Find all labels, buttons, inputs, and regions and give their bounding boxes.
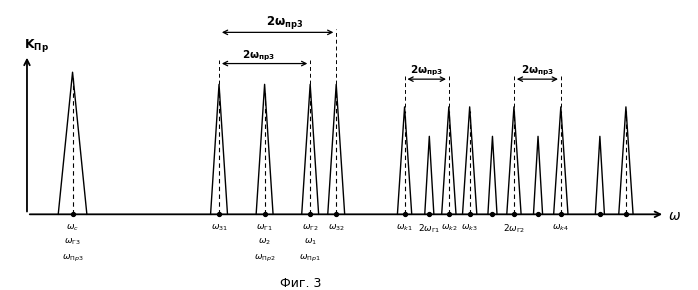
Text: $\omega_2$: $\omega_2$ [258, 237, 271, 247]
Text: $\omega_{k2}$: $\omega_{k2}$ [440, 223, 457, 233]
Text: $\omega_{\Pi p2}$: $\omega_{\Pi p2}$ [254, 252, 276, 264]
Text: $\omega_{\Gamma 1}$: $\omega_{\Gamma 1}$ [256, 223, 273, 233]
Text: $\omega_1$: $\omega_1$ [304, 237, 317, 247]
Text: $\mathbf{2\omega_{\mathregular{пр3}}}$: $\mathbf{2\omega_{\mathregular{пр3}}}$ [521, 64, 554, 78]
Text: Фиг. 3: Фиг. 3 [280, 277, 321, 290]
Text: $\omega$: $\omega$ [668, 209, 681, 223]
Text: $2\omega_{\Gamma 2}$: $2\omega_{\Gamma 2}$ [503, 223, 525, 235]
Text: $\omega_{\Pi p3}$: $\omega_{\Pi p3}$ [61, 252, 84, 264]
Text: $\omega_{k3}$: $\omega_{k3}$ [461, 223, 478, 233]
Text: $\mathbf{2\omega_{\mathregular{пр3}}}$: $\mathbf{2\omega_{\mathregular{пр3}}}$ [242, 48, 274, 63]
Text: $\omega_{\Gamma 2}$: $\omega_{\Gamma 2}$ [302, 223, 318, 233]
Text: $\mathbf{2\omega_{\mathregular{пр3}}}$: $\mathbf{2\omega_{\mathregular{пр3}}}$ [410, 64, 443, 78]
Text: $\omega_{\Pi p1}$: $\omega_{\Pi p1}$ [299, 252, 321, 264]
Text: $\omega_{k1}$: $\omega_{k1}$ [396, 223, 413, 233]
Text: $\omega_{k4}$: $\omega_{k4}$ [552, 223, 570, 233]
Text: $\omega_{\Gamma 3}$: $\omega_{\Gamma 3}$ [64, 237, 81, 247]
Text: $\omega_{32}$: $\omega_{32}$ [328, 223, 345, 233]
Text: $\mathbf{K}_{\mathbf{\Pi p}}$: $\mathbf{K}_{\mathbf{\Pi p}}$ [24, 37, 49, 54]
Text: $\omega_c$: $\omega_c$ [66, 223, 79, 233]
Text: $2\omega_{\Gamma 1}$: $2\omega_{\Gamma 1}$ [418, 223, 440, 235]
Text: $\mathbf{2\omega_{\mathregular{пр3}}}$: $\mathbf{2\omega_{\mathregular{пр3}}}$ [266, 14, 303, 32]
Text: $\omega_{31}$: $\omega_{31}$ [211, 223, 228, 233]
